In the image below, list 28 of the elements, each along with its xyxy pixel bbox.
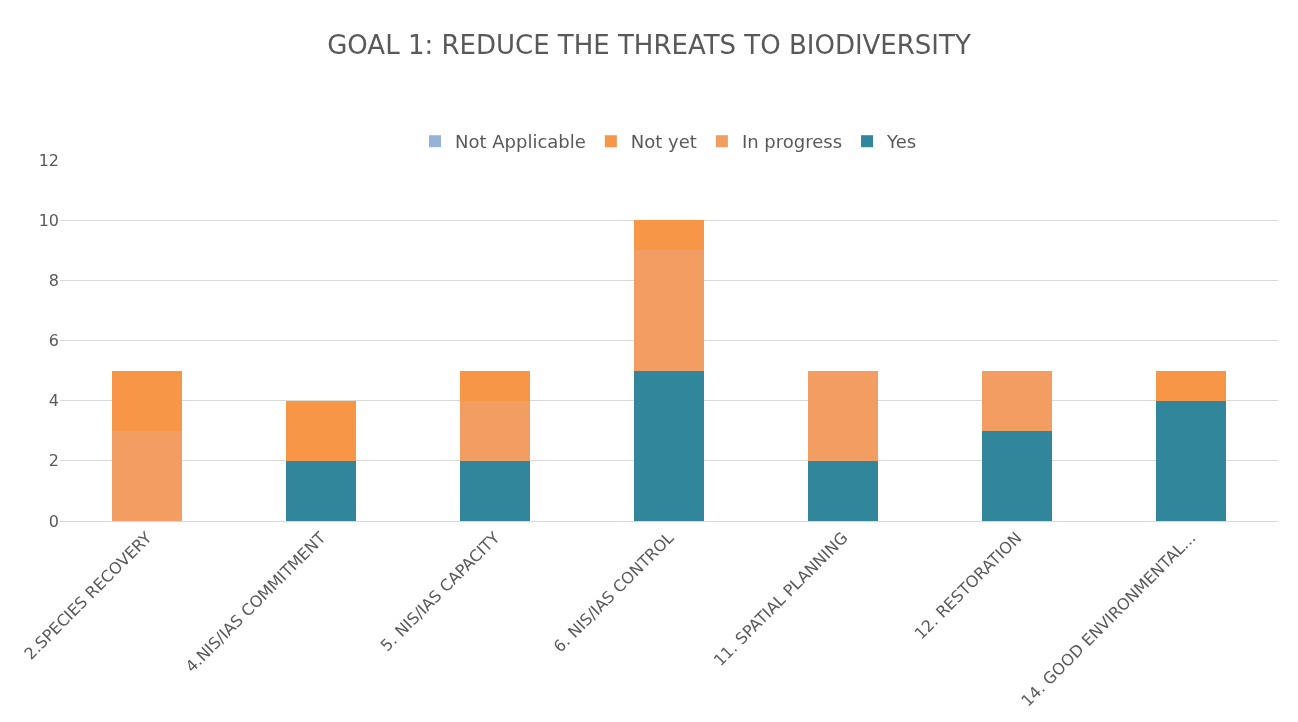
legend-label: Not Applicable xyxy=(455,131,586,153)
bar xyxy=(634,250,704,371)
bar xyxy=(286,460,356,521)
y-tick-label: 0 xyxy=(48,511,59,531)
legend-label: Not yet xyxy=(630,131,697,153)
bar xyxy=(808,460,878,521)
bar xyxy=(1156,400,1226,521)
bar xyxy=(460,460,530,521)
bar xyxy=(460,400,530,461)
legend-label: Yes xyxy=(886,131,917,153)
bar xyxy=(982,370,1052,431)
y-tick-label: 10 xyxy=(38,210,59,230)
y-tick-label: 2 xyxy=(48,451,59,471)
y-tick-label: 12 xyxy=(38,150,59,170)
bar xyxy=(286,400,356,461)
bar xyxy=(982,430,1052,521)
bar xyxy=(808,370,878,461)
bar xyxy=(634,220,704,251)
bar xyxy=(112,370,182,431)
bar xyxy=(634,370,704,521)
bar xyxy=(112,430,182,521)
chart-title: GOAL 1: REDUCE THE THREATS TO BIODIVERSITY xyxy=(327,30,971,61)
bar xyxy=(460,370,530,401)
legend-label: In progress xyxy=(741,131,843,153)
y-tick-label: 8 xyxy=(48,270,59,290)
y-tick-label: 4 xyxy=(48,391,59,411)
y-tick-label: 6 xyxy=(48,331,59,351)
bar xyxy=(1156,370,1226,401)
